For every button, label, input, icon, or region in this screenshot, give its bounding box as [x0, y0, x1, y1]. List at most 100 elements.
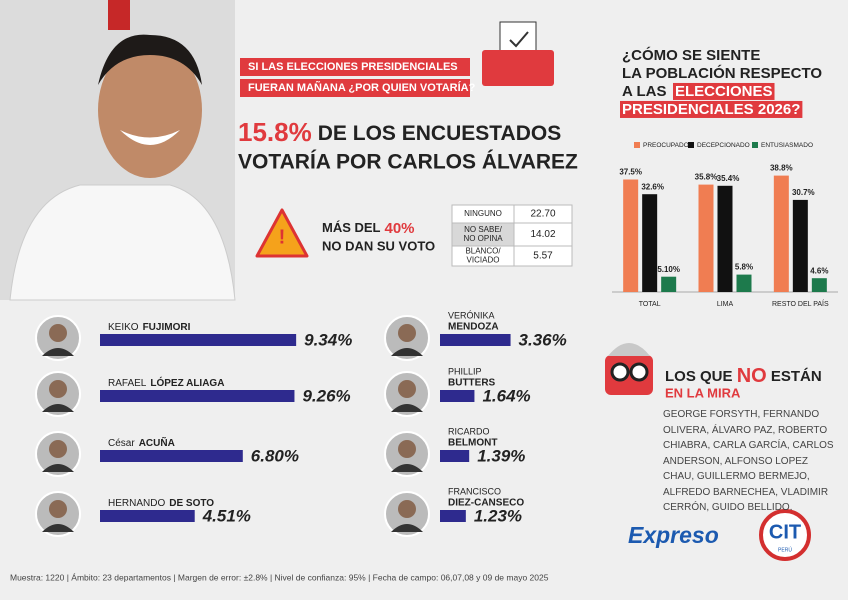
value-label: 35.4%	[717, 174, 740, 183]
question-box	[240, 79, 470, 97]
candidate-name: HERNANDO DE SOTO	[108, 498, 214, 509]
mira-title: LOS QUE NO ESTÁN	[665, 365, 822, 387]
value-label: 37.5%	[619, 168, 642, 177]
candidate-head	[398, 324, 416, 342]
bar	[623, 179, 639, 292]
bar	[642, 194, 658, 292]
bar	[440, 390, 475, 402]
candidate-name: RAFAEL LÓPEZ ALIAGA	[108, 376, 224, 389]
mira-title-part: ESTÁN	[767, 368, 822, 385]
value-label: 1.39%	[477, 446, 525, 465]
chart-title-highlight: PRESIDENCIALES 2026?	[622, 101, 800, 118]
bar	[736, 274, 752, 292]
table-label: BLANCO/	[465, 247, 501, 256]
candidate-body	[42, 524, 74, 532]
photo-shirt	[9, 184, 236, 301]
first-name: RICARDO	[448, 426, 490, 436]
candidate-head	[49, 324, 67, 342]
logo-cit-text: CIT	[769, 521, 801, 543]
bar	[661, 276, 677, 292]
warning-mark: !	[279, 226, 286, 248]
question: FUERAN MAÑANA ¿POR QUIEN VOTARÍA?	[248, 81, 476, 94]
value-label: 4.6%	[810, 266, 828, 275]
first-name: KEIKO	[108, 322, 139, 333]
legend-label: ENTUSIASMADO	[761, 142, 813, 149]
x-tick-label: TOTAL	[639, 301, 661, 308]
candidate-head	[398, 380, 416, 398]
value-label: 30.7%	[792, 188, 815, 197]
candidate: VERÓNIKA MENDOZA 3.36%	[384, 310, 567, 361]
value-label: 5.10%	[657, 265, 680, 274]
candidate-body	[42, 464, 74, 472]
chart-title: ¿CÓMO SE SIENTE	[622, 46, 760, 64]
warning-icon	[255, 208, 309, 258]
chart-title-highlight: ELECCIONES	[675, 83, 773, 100]
mira-subtitle: EN LA MIRA	[665, 385, 741, 400]
bar	[811, 278, 827, 292]
flag	[108, 0, 130, 30]
candidate-body	[391, 464, 423, 472]
x-tick-label: RESTO DEL PAÍS	[772, 299, 829, 308]
value-label: 5.8%	[735, 263, 753, 272]
value-label: 6.80%	[251, 446, 299, 465]
warning-text: MÁS DEL 40%	[322, 220, 415, 237]
mira-title-part: NO	[737, 365, 767, 387]
x-tick-label: LIMA	[717, 301, 734, 308]
last-name: BUTTERS	[448, 378, 496, 389]
photo-hair	[98, 34, 202, 85]
candidate: KEIKO FUJIMORI 9.34%	[35, 315, 352, 361]
value-label: 1.23%	[474, 506, 522, 525]
first-name: César	[108, 438, 135, 449]
bar	[100, 450, 243, 462]
logo-cit-sub: PERÚ	[778, 546, 792, 553]
warning-percent: 40%	[385, 220, 415, 237]
bar	[100, 510, 195, 522]
mira-names: GEORGE FORSYTH, FERNANDO OLIVERA, ÁLVARO…	[663, 409, 834, 513]
bar	[440, 510, 466, 522]
value-label: 9.26%	[302, 386, 350, 405]
bar	[717, 185, 733, 292]
highlight-bg	[673, 82, 775, 100]
last-name: FUJIMORI	[143, 322, 191, 333]
mira-icon	[629, 362, 649, 382]
legend-label: DECEPCIONADO	[697, 142, 750, 149]
bar	[440, 450, 470, 462]
last-name: BELMONT	[448, 438, 497, 449]
legend-swatch	[688, 142, 694, 148]
candidate-body	[391, 348, 423, 356]
bar	[792, 199, 808, 292]
legend-label: PREOCUPADO	[643, 142, 689, 149]
candidate-body	[391, 524, 423, 532]
first-name: FRANCISCO	[448, 486, 501, 496]
bar	[698, 184, 714, 292]
candidate-head	[49, 440, 67, 458]
first-name: PHILLIP	[448, 366, 482, 376]
chart-title: LA POBLACIÓN RESPECTO	[622, 64, 822, 82]
last-name: MENDOZA	[448, 322, 499, 333]
candidate-body	[391, 404, 423, 412]
table-label: NINGUNO	[464, 209, 502, 218]
ballot-box	[482, 50, 554, 86]
bar	[100, 334, 297, 346]
mira-icon	[608, 343, 650, 356]
table-label: NO SABE/	[464, 225, 503, 234]
candidate-name: César ACUÑA	[108, 436, 175, 449]
photo-smile	[120, 130, 180, 145]
question-box	[240, 58, 470, 76]
candidate-name: KEIKO FUJIMORI	[108, 322, 191, 333]
value-label: 1.64%	[482, 386, 530, 405]
headline-text: DE LOS ENCUESTADOS	[318, 122, 561, 145]
question: SI LAS ELECCIONES PRESIDENCIALES	[248, 61, 458, 73]
value-label: 35.8%	[695, 173, 718, 182]
first-name: VERÓNIKA	[448, 310, 495, 320]
candidate-body	[42, 404, 74, 412]
table-value: 14.02	[530, 229, 555, 240]
value-label: 3.36%	[519, 330, 567, 349]
mira-icon	[610, 362, 630, 382]
logo-expreso: Expreso	[628, 522, 719, 548]
